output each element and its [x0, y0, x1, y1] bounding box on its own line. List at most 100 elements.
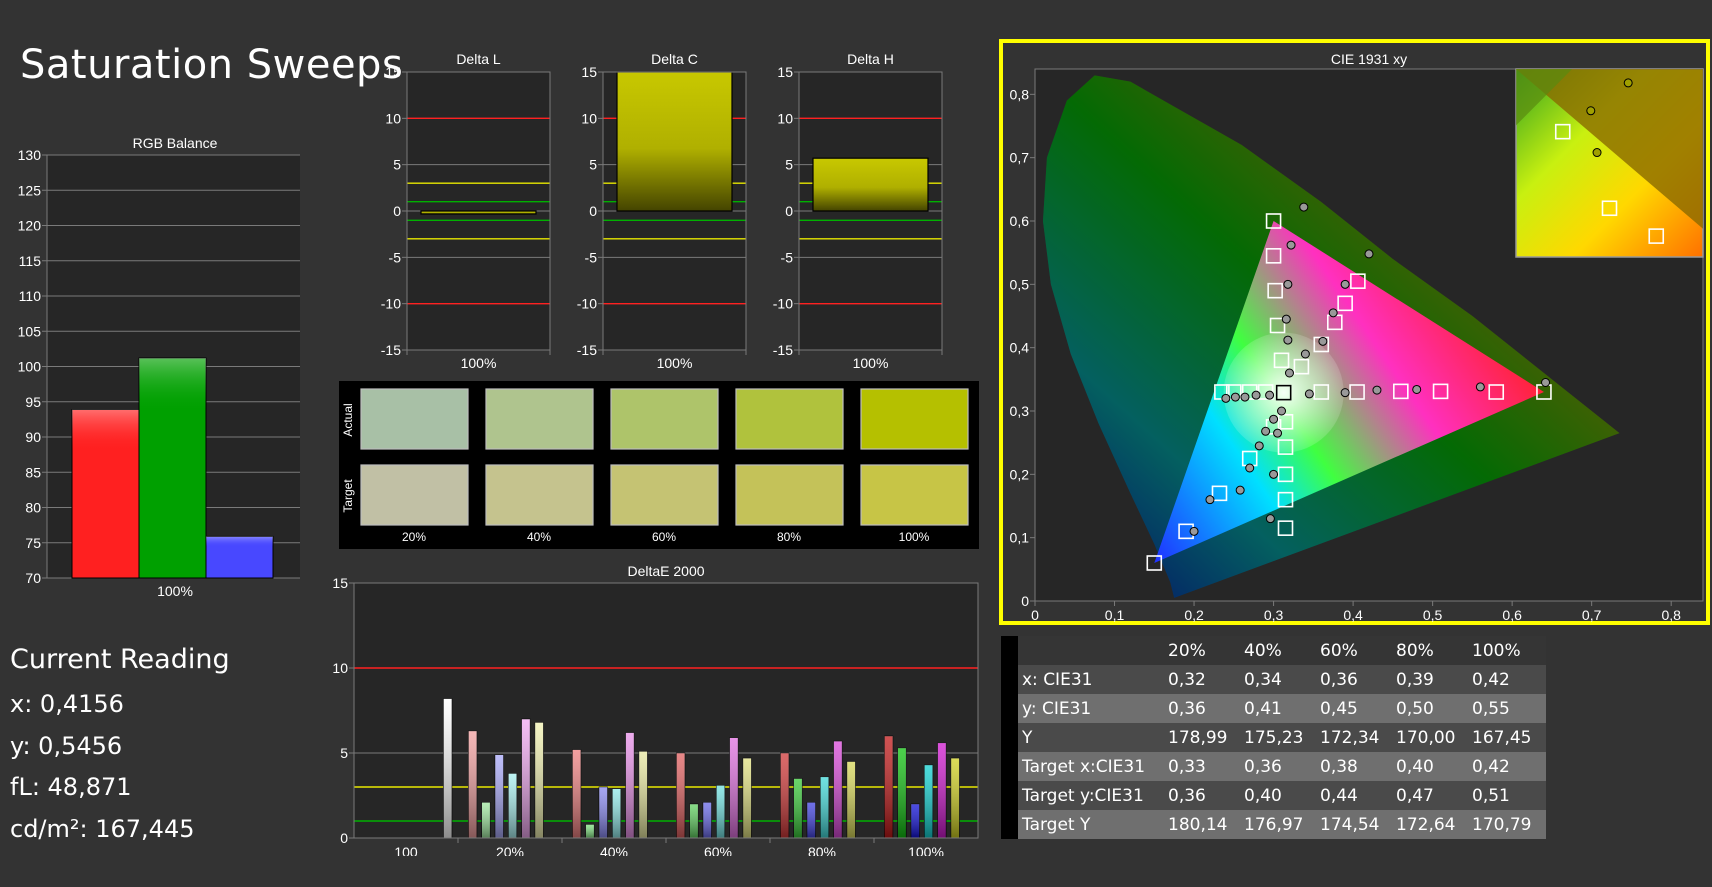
table-cell: 172,34 [1318, 723, 1394, 752]
measured-point [1283, 335, 1293, 345]
target-marker [1273, 352, 1290, 369]
table-cell: 172,64 [1394, 810, 1470, 839]
measured-point [1221, 393, 1231, 403]
measured-point [1189, 526, 1199, 536]
table-cell: 0,34 [1242, 665, 1318, 694]
measured-point [1205, 495, 1215, 505]
measured-point [1273, 428, 1283, 438]
row-label: Target Y [1018, 810, 1166, 839]
measured-point [1261, 426, 1271, 436]
table-cell: 167,45 [1470, 723, 1546, 752]
reading-y: y: 0,5456 [10, 732, 123, 760]
y-tick-label: 0 [1021, 593, 1029, 609]
deltae-bar-shade [534, 722, 544, 838]
inset-measured-point [1586, 106, 1596, 116]
target-marker [1277, 439, 1294, 455]
y-tick-label: 105 [18, 323, 42, 339]
row-label: y: CIE31 [1018, 694, 1166, 723]
deltae-bar-shade [742, 758, 752, 838]
row-label: Target y:CIE31 [1018, 781, 1166, 810]
x-tick-label: 0,4 [1343, 607, 1363, 623]
deltae-bar-shade [911, 804, 920, 838]
y-tick-label: 10 [385, 110, 401, 126]
y-tick-label: 0,3 [1010, 403, 1030, 419]
row-marker [1001, 723, 1018, 752]
row-label: Target x:CIE31 [1018, 752, 1166, 781]
inset-outside-gamut [1516, 69, 1703, 229]
target-marker [1277, 491, 1294, 508]
deltae-bar-shade [572, 749, 581, 838]
measured-point [1304, 389, 1314, 399]
swatch-panel: Actual Target 20% 40% 60% 80% 100% [339, 381, 979, 549]
x-tick-label: 100% [657, 355, 693, 371]
target-marker [1337, 295, 1353, 312]
target-swatch [735, 464, 844, 526]
x-tick-label: 0,3 [1264, 607, 1284, 623]
table-cell: 0,50 [1394, 694, 1470, 723]
y-tick-label: 10 [332, 660, 348, 676]
x-tick-label: 100 [394, 844, 418, 856]
measured-point [1245, 463, 1255, 473]
table-cell: 0,40 [1394, 752, 1470, 781]
column-label: 60% [652, 530, 676, 544]
y-tick-label: -15 [381, 342, 401, 358]
y-tick-label: 15 [332, 575, 348, 591]
table-cell: 176,97 [1242, 810, 1318, 839]
table-row: Target x:CIE31 0,33 0,36 0,38 0,40 0,42 [1001, 752, 1546, 781]
y-tick-label: 125 [18, 182, 42, 198]
chart-title: DeltaE 2000 [627, 563, 704, 579]
column-header: 80% [1394, 636, 1470, 665]
plot-border [353, 582, 979, 839]
measured-point [1340, 279, 1350, 289]
target-marker [1265, 213, 1282, 229]
header-blank [1018, 636, 1166, 665]
chart-title: Delta H [847, 51, 894, 67]
table-cell: 0,39 [1394, 665, 1470, 694]
cie-1931-chart: CIE 1931 xy 0 0,1 0,2 0,3 0,4 0,5 0,6 0,7 0,8 0 0,1… [999, 39, 1710, 625]
measured-point [1254, 441, 1264, 451]
measurement-table: 20% 40% 60% 80% 100% x: CIE31 0,32 0,34 … [1001, 636, 1546, 839]
table-row: Y 178,99 175,23 172,34 170,00 167,45 [1001, 723, 1546, 752]
y-tick-label: 0 [340, 830, 348, 846]
deltae-bar-shade [924, 764, 933, 838]
target-marker [1269, 317, 1286, 334]
column-header: 100% [1470, 636, 1546, 665]
measured-point [1277, 406, 1287, 416]
inset-measured-point [1623, 78, 1633, 88]
measured-point [1265, 390, 1275, 400]
column-header: 20% [1166, 636, 1242, 665]
measured-point [1269, 414, 1279, 424]
x-tick-label: 0,5 [1423, 607, 1443, 623]
table-cell: 178,99 [1166, 723, 1242, 752]
table-cell: 0,41 [1242, 694, 1318, 723]
deltae-bar-shade [689, 804, 699, 838]
rgb-bar-shade [206, 536, 273, 578]
table-cell: 0,45 [1318, 694, 1394, 723]
chart-title: Delta L [456, 51, 501, 67]
y-tick-label: 5 [340, 745, 348, 761]
y-tick-label: 70 [25, 570, 41, 586]
delta-c-chart: Delta C 15 10 5 0 -5 -10 -15 100% [577, 51, 747, 371]
y-tick-label: 15 [777, 64, 793, 80]
y-tick-label: 0 [589, 203, 597, 219]
table-row: y: CIE31 0,36 0,41 0,45 0,50 0,55 [1001, 694, 1546, 723]
measured-point [1281, 314, 1291, 324]
y-tick-label: 5 [393, 157, 401, 173]
table-row: Target Y 180,14 176,97 174,54 172,64 170… [1001, 810, 1546, 839]
deltae-bar-shade [793, 778, 803, 838]
table-cell: 0,44 [1318, 781, 1394, 810]
x-tick-label: 20% [496, 844, 524, 856]
deltae-bar-shade [612, 788, 621, 838]
measured-point [1364, 249, 1374, 259]
x-tick-label: 0,7 [1582, 607, 1602, 623]
y-tick-label: 10 [777, 110, 793, 126]
column-label: 20% [402, 530, 426, 544]
y-tick-label: 100 [18, 359, 42, 375]
x-tick-label: 100% [853, 355, 889, 371]
deltae-bar-shade [585, 824, 595, 838]
column-header: 40% [1242, 636, 1318, 665]
y-tick-label: -15 [773, 342, 793, 358]
y-tick-label: 5 [785, 157, 793, 173]
measured-point [1235, 485, 1245, 495]
inset-target-marker [1601, 200, 1618, 217]
